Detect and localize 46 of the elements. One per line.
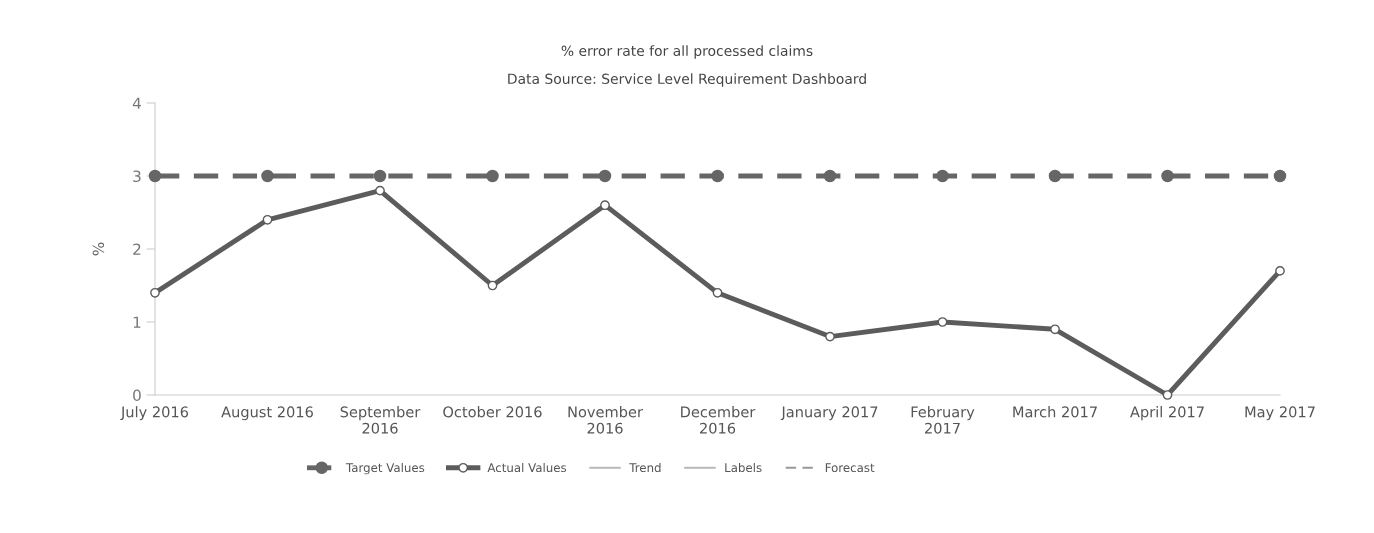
chart-subtitle: Data Source: Service Level Requirement Dashboard bbox=[508, 73, 866, 87]
x-tick-label: December 2016 bbox=[681, 406, 756, 434]
legend-label: Target Values bbox=[345, 462, 425, 475]
legend-label: Trend bbox=[629, 462, 661, 473]
point bbox=[711, 169, 724, 183]
point bbox=[261, 169, 274, 183]
point bbox=[1162, 390, 1173, 400]
x-tick-label: April 2017 bbox=[1130, 406, 1204, 421]
point bbox=[936, 169, 949, 183]
y-tick-label: 4 bbox=[132, 97, 141, 109]
point bbox=[148, 169, 162, 183]
y-tick-label: 1 bbox=[133, 316, 141, 328]
legend-label: Labels bbox=[725, 462, 762, 473]
point bbox=[150, 287, 160, 298]
y-tick-label: 0 bbox=[133, 389, 141, 402]
point bbox=[1273, 169, 1287, 183]
point bbox=[487, 280, 498, 291]
point bbox=[823, 169, 837, 183]
point bbox=[262, 214, 273, 225]
point bbox=[712, 287, 723, 298]
chart-title: % error rate for all processed claims bbox=[561, 45, 813, 59]
x-tick-label: July 2016 bbox=[120, 406, 189, 421]
legend-label: Actual Values bbox=[487, 462, 567, 473]
x-tick-label: November 2016 bbox=[568, 406, 643, 434]
point bbox=[600, 200, 610, 211]
legend-label: Forecast bbox=[825, 463, 875, 473]
point bbox=[937, 317, 948, 327]
x-tick-label: September 2016 bbox=[340, 406, 421, 434]
x-tick-label: March 2017 bbox=[1013, 406, 1097, 418]
point bbox=[825, 331, 835, 342]
y-axis-title: % bbox=[92, 242, 105, 256]
point bbox=[375, 185, 385, 196]
x-tick-label: May 2017 bbox=[1245, 406, 1315, 421]
point bbox=[373, 169, 387, 183]
point bbox=[1048, 169, 1062, 183]
x-tick-label: January 2017 bbox=[780, 406, 878, 421]
x-tick-label: August 2016 bbox=[221, 406, 313, 421]
point bbox=[1275, 266, 1285, 276]
point bbox=[1161, 169, 1174, 183]
y-tick-label: 2 bbox=[133, 243, 141, 255]
point bbox=[1050, 324, 1060, 335]
x-tick-label: October 2016 bbox=[443, 406, 542, 418]
point bbox=[486, 169, 499, 183]
y-tick-label: 3 bbox=[133, 170, 141, 183]
x-tick-label: February 2017 bbox=[911, 406, 975, 434]
point bbox=[598, 169, 612, 183]
